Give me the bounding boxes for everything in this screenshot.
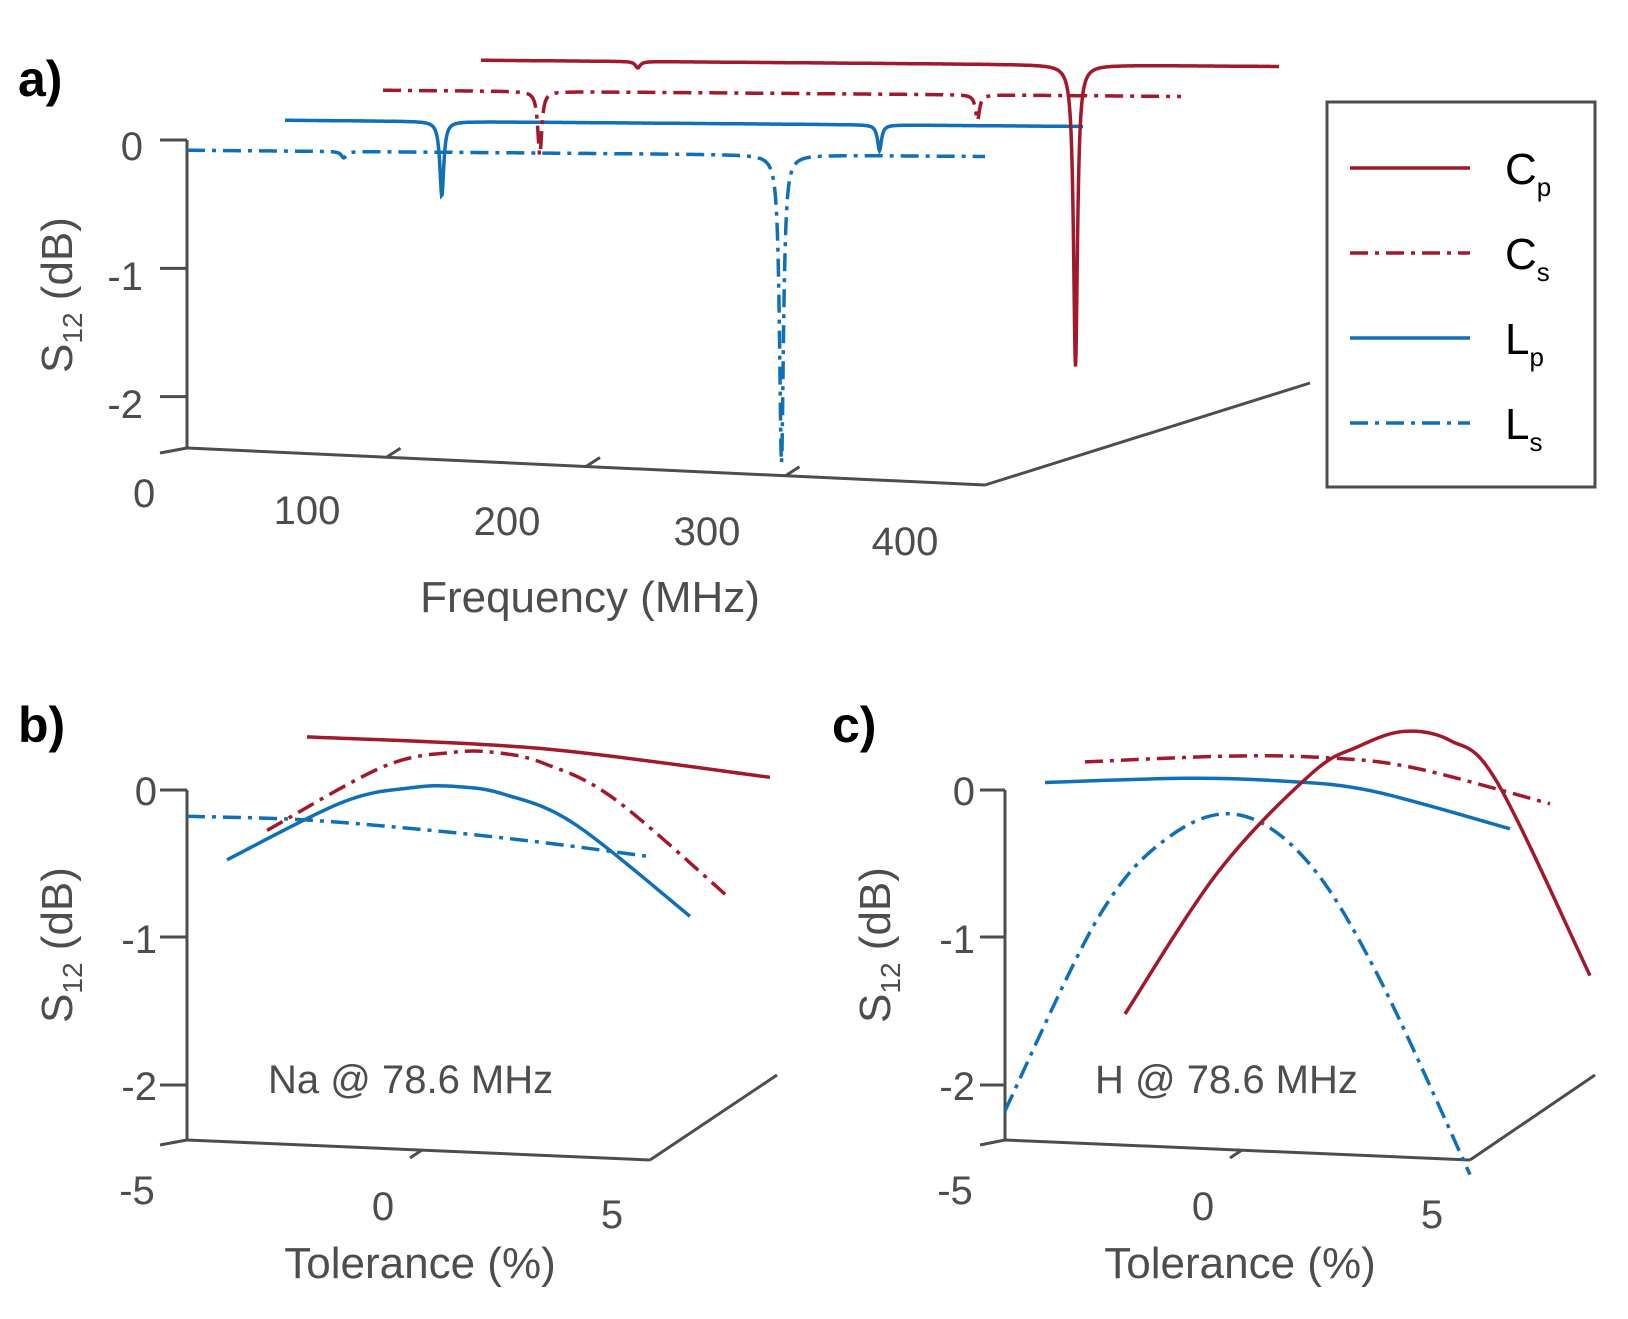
panel-b-letter: b) bbox=[18, 697, 65, 753]
panel-c-x-label: Tolerance (%) bbox=[1104, 1239, 1375, 1288]
panel-b-x-tick-minus5: -5 bbox=[119, 1169, 155, 1213]
panel-b-y-label: S12 (dB) bbox=[33, 867, 88, 1023]
panel-b-annotation: Na @ 78.6 MHz bbox=[268, 1058, 553, 1102]
panel-a-y-tick-minus2: -2 bbox=[107, 383, 143, 427]
panel-a-x-tick-300: 300 bbox=[674, 510, 741, 554]
legend: Cp Cs Lp Ls bbox=[1325, 100, 1597, 489]
panel-c-series-Cp bbox=[1123, 729, 1592, 1015]
panel-a-x-label: Frequency (MHz) bbox=[420, 573, 760, 622]
panel-c: 0 -1 -2 -5 0 5 Tolerance (%) S12 (dB) H … bbox=[851, 729, 1596, 1288]
panel-a-series-Lp bbox=[285, 118, 1083, 200]
panel-c-y-tick-minus1: -1 bbox=[939, 918, 975, 962]
panel-b-y-tick-minus2: -2 bbox=[121, 1065, 157, 1109]
panel-a-x-tick-0: 0 bbox=[133, 472, 155, 516]
panel-b-series-Ls bbox=[186, 814, 651, 859]
panel-b: 0 -1 -2 -5 0 5 Tolerance (%) S12 (dB) Na… bbox=[33, 735, 778, 1288]
legend-box bbox=[1325, 100, 1597, 489]
panel-b-x-tick-5: 5 bbox=[601, 1193, 623, 1237]
panel-b-x-tick-0: 0 bbox=[372, 1185, 394, 1229]
panel-a-x-tick-mark-300 bbox=[784, 465, 801, 478]
legend-label-Lp: Lp bbox=[1505, 315, 1544, 372]
panel-c-series-Cs bbox=[1084, 753, 1551, 806]
panel-a-series-Ls bbox=[187, 148, 985, 463]
legend-label-Cs: Cs bbox=[1505, 230, 1550, 287]
panel-c-y-label: S12 (dB) bbox=[851, 867, 906, 1023]
panel-a-x-tick-mark-200 bbox=[585, 456, 601, 468]
panel-b-x-axis bbox=[186, 1138, 651, 1162]
panel-a-series-Cs bbox=[383, 88, 1181, 160]
panel-a-y-label: S12 (dB) bbox=[33, 217, 88, 373]
panel-c-y-tick-0: 0 bbox=[953, 770, 975, 814]
panel-b-corner-tick bbox=[159, 1138, 188, 1147]
panel-c-annotation: H @ 78.6 MHz bbox=[1095, 1058, 1358, 1102]
panel-c-x-tick-0: 0 bbox=[1192, 1185, 1214, 1229]
panel-c-series-Ls bbox=[1003, 812, 1472, 1176]
panel-c-corner-tick bbox=[979, 1138, 1006, 1147]
panel-a-x-tick-400: 400 bbox=[872, 520, 939, 564]
panel-a-series-Cp bbox=[481, 58, 1279, 367]
panel-a-x-tick-mark-100 bbox=[385, 446, 402, 459]
panel-b-series-Cs bbox=[266, 749, 732, 900]
panel-a-x-tick-200: 200 bbox=[474, 500, 541, 544]
panel-b-x-label: Tolerance (%) bbox=[284, 1239, 555, 1288]
panel-b-y-tick-minus1: -1 bbox=[121, 918, 157, 962]
panel-c-series-Lp bbox=[1044, 776, 1511, 831]
panel-c-x-tick-mark bbox=[1229, 1148, 1243, 1160]
panel-b-x-tick-mark bbox=[409, 1148, 423, 1160]
panel-b-series-Cp bbox=[306, 735, 771, 780]
panel-a-letter: a) bbox=[18, 51, 62, 107]
panel-a-x-tick-100: 100 bbox=[274, 489, 341, 533]
panel-c-x-tick-5: 5 bbox=[1421, 1193, 1443, 1237]
panel-c-x-tick-minus5: -5 bbox=[937, 1169, 973, 1213]
legend-label-Ls: Ls bbox=[1505, 400, 1542, 457]
panel-c-x-axis bbox=[1004, 1138, 1471, 1162]
panel-c-y-tick-minus2: -2 bbox=[939, 1065, 975, 1109]
panel-a-y-tick-0: 0 bbox=[121, 125, 143, 169]
panel-c-letter: c) bbox=[832, 697, 876, 753]
panel-a-depth-axis bbox=[984, 381, 1311, 487]
panel-a-corner-tick bbox=[159, 446, 188, 455]
panel-a-y-tick-minus1: -1 bbox=[107, 255, 143, 299]
panel-c-depth-axis bbox=[1469, 1073, 1596, 1162]
panel-b-depth-axis bbox=[649, 1073, 778, 1162]
panel-b-y-tick-0: 0 bbox=[135, 770, 157, 814]
panel-a: 0 100 200 300 400 0 -1 -2 Frequency (MHz… bbox=[33, 58, 1311, 622]
legend-label-Cp: Cp bbox=[1505, 145, 1551, 202]
panel-b-series-Lp bbox=[226, 783, 692, 918]
